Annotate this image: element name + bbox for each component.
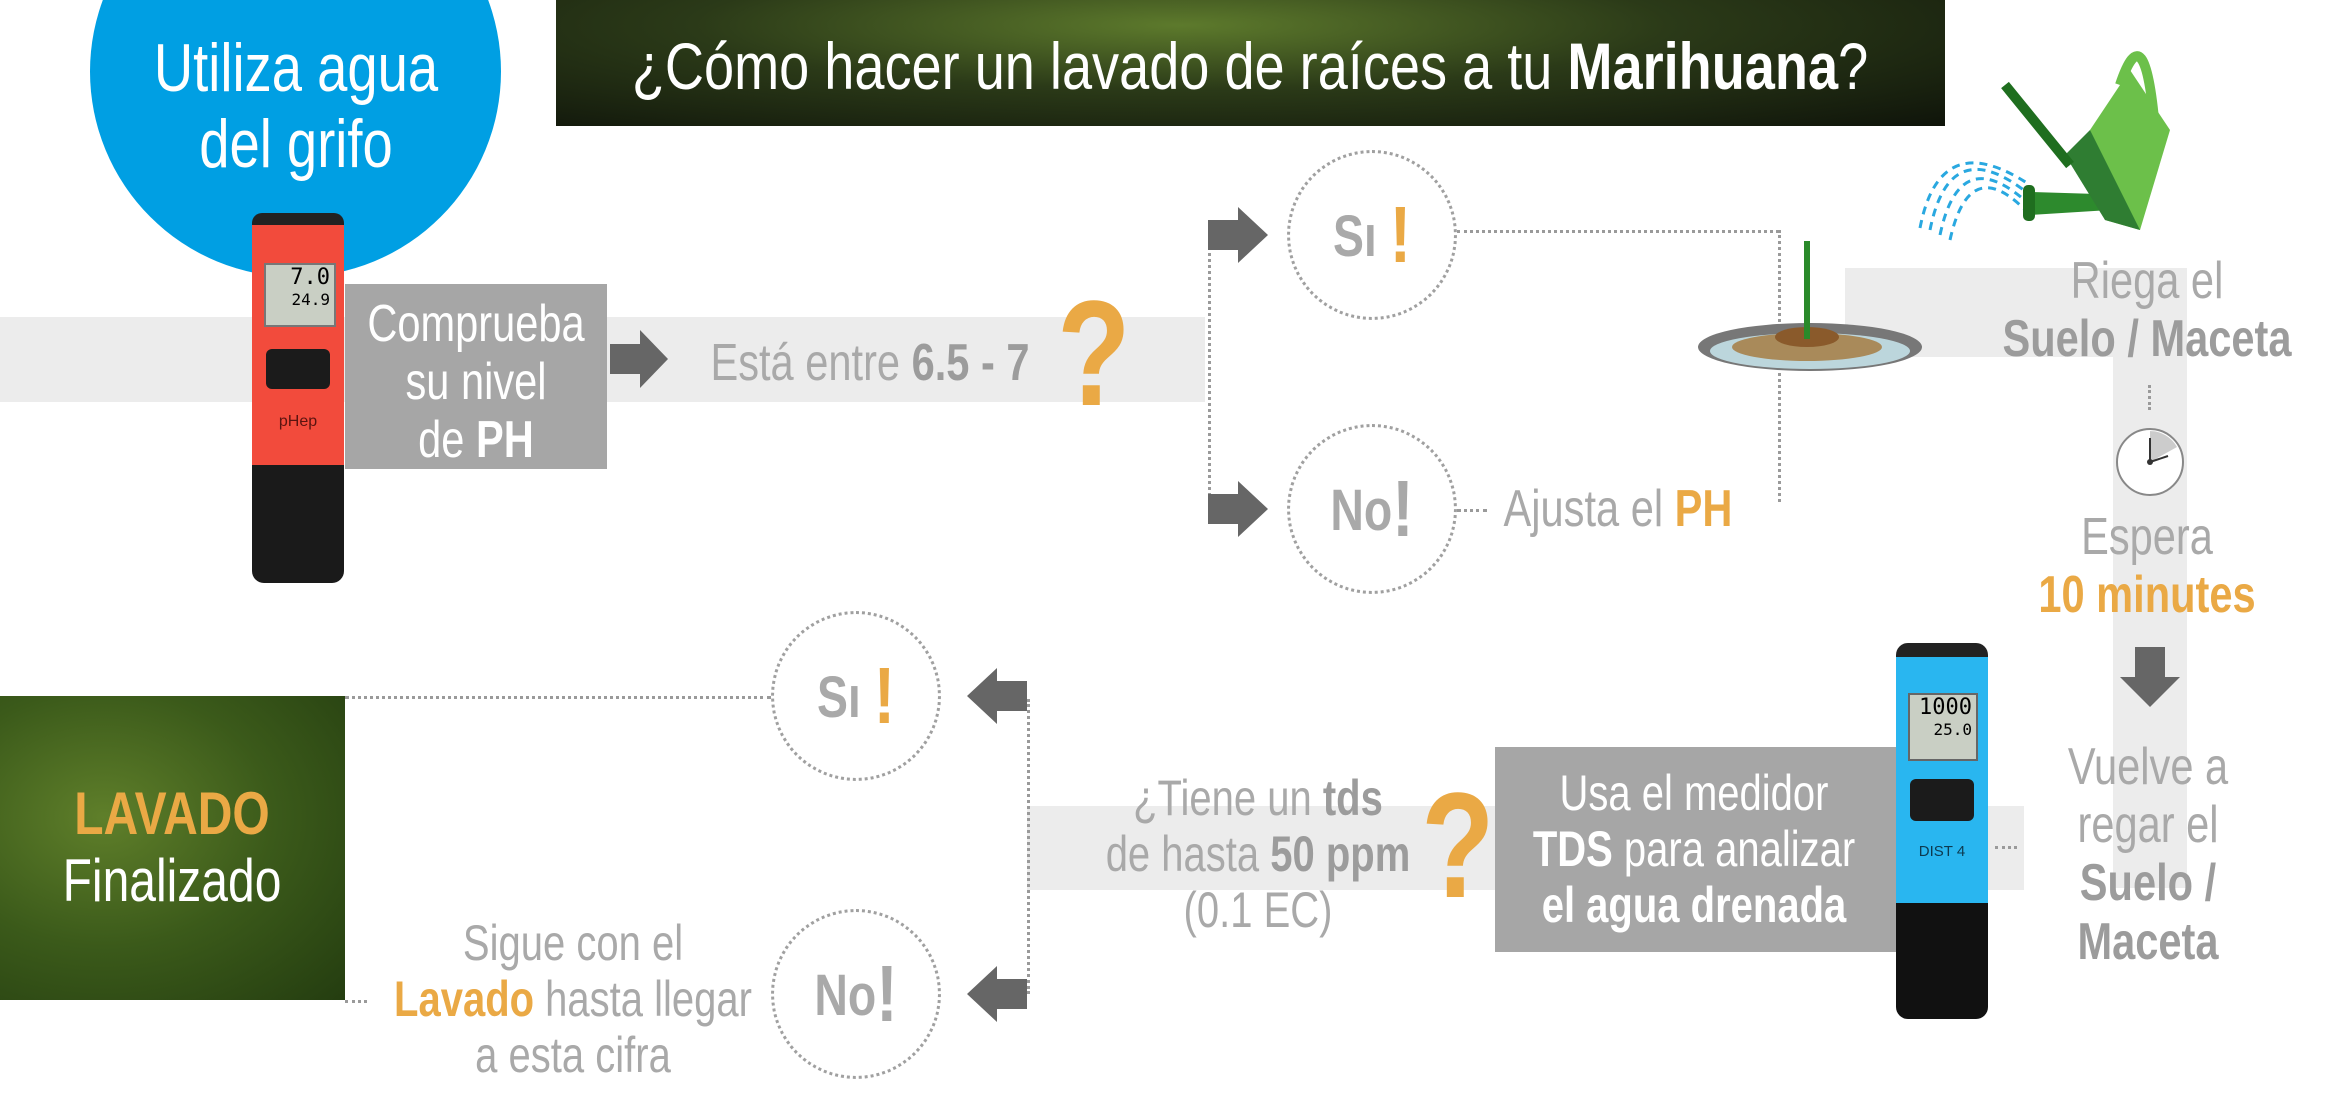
branch-line-ph [1208, 234, 1211, 509]
water-soil-text: Riega el Suelo / Maceta [2002, 252, 2292, 369]
connector-to-clock [2148, 385, 2151, 410]
connector-no-to-adjust [1457, 509, 1487, 512]
plant-pot-icon [1698, 241, 1922, 371]
adjust-ph-text: Ajusta el PH [1503, 480, 1733, 538]
arrow-right-icon [1208, 207, 1268, 263]
tds-box-text: Usa el medidor TDS para analizar el agua… [1532, 765, 1856, 933]
final-box [0, 696, 345, 1000]
final-text: LAVADO Finalizado [62, 780, 282, 915]
continue-wash-text: Sigue con el Lavado hasta llegar a esta … [394, 915, 752, 1083]
flow-band-right-v [2113, 268, 2187, 888]
wait-text: Espera 10 minutes [2038, 508, 2256, 625]
title-banner: ¿Cómo hacer un lavado de raíces a tu Mar… [556, 0, 1945, 126]
arrow-down-icon [2120, 647, 2180, 707]
check-ph-box [345, 284, 607, 469]
ph-meter-image: 7.0 24.9 pHep [252, 213, 344, 583]
page-title: ¿Cómo hacer un lavado de raíces a tu Mar… [631, 29, 1869, 103]
tds-box [1495, 747, 1897, 952]
question-ph-text: Está entre 6.5 - 7 [710, 334, 1030, 392]
arrow-left-icon [967, 966, 1027, 1022]
question-mark-icon: ? [1057, 269, 1131, 437]
arrow-right-icon [610, 330, 668, 388]
tds-no-node: No! [771, 909, 941, 1079]
branch-line-tds [1027, 699, 1030, 994]
connector-no-to-continue [345, 1000, 367, 1003]
arrow-right-icon [1208, 481, 1268, 537]
ph-yes-node: Sı ! [1287, 150, 1457, 320]
ph-no-node: No! [1287, 424, 1457, 594]
rewater-text: Vuelve a regar el Suelo / Maceta [2067, 738, 2229, 971]
connector-rewater-to-tds [1995, 846, 2017, 849]
watering-can-icon [1918, 51, 2170, 241]
arrow-left-icon [967, 668, 1027, 724]
start-bubble-text: Utiliza agua del grifo [153, 30, 439, 183]
question-mark-icon: ? [1421, 761, 1495, 929]
connector-yes-to-final [345, 696, 771, 699]
connector-yes-to-water [1457, 230, 1779, 233]
question-tds-text: ¿Tiene un tds de hasta 50 ppm (0.1 EC) [1105, 770, 1411, 938]
clock-icon [2116, 428, 2184, 496]
check-ph-text: Comprueba su nivel de PH [367, 295, 585, 470]
tds-meter-image: 1000 25.0 DIST 4 [1896, 643, 1988, 1019]
tds-yes-node: Sı ! [771, 611, 941, 781]
